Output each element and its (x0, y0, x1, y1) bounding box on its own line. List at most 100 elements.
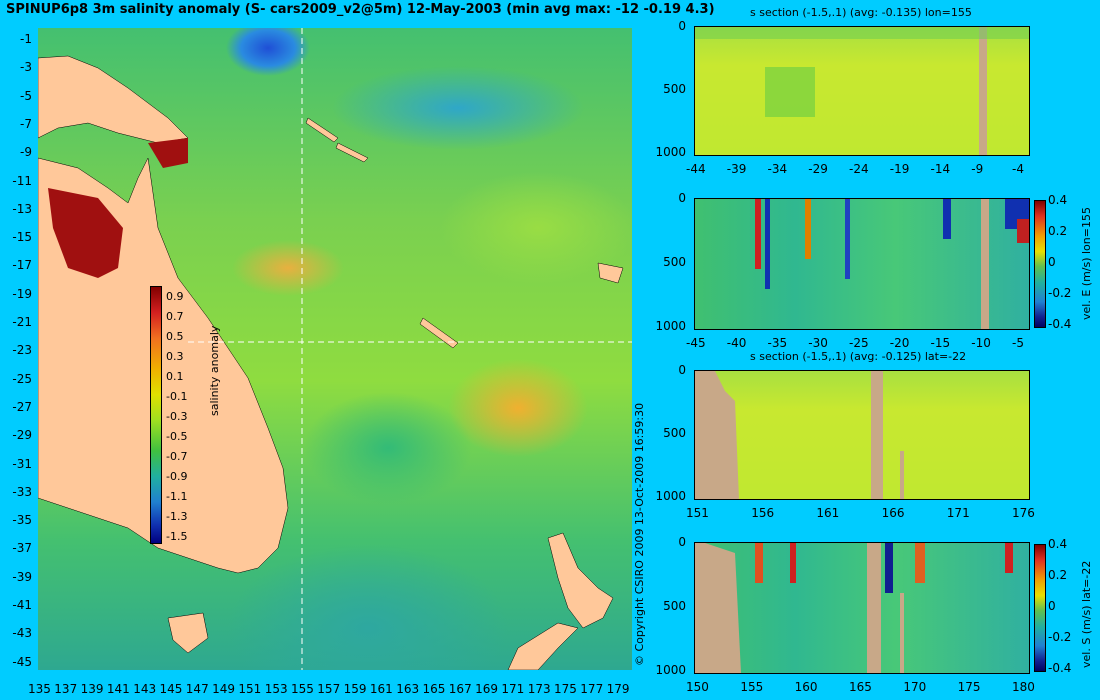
map-y-tick: -35 (12, 513, 32, 528)
tick-label: 500 (663, 255, 686, 269)
panel4-colorbar-ticks: 0.4 0.2 0 -0.2 -0.4 (1048, 537, 1078, 675)
tick-label: -0.2 (1048, 630, 1072, 644)
map-y-tick: -3 (20, 60, 32, 75)
map-y-tick: -31 (12, 456, 32, 471)
map-y-tick: -1 (20, 32, 32, 46)
panel2-colorbar (1034, 200, 1046, 328)
map-colorbar-tick: 0.5 (166, 330, 184, 343)
tick-label: 156 (751, 506, 775, 520)
panel2-x-axis: -45 -40 -35 -30 -25 -20 -15 -10 -5 (686, 336, 1028, 350)
tick-label: 0.4 (1048, 193, 1068, 207)
panel4-colorbar (1034, 544, 1046, 672)
map-x-tick: 145 (159, 682, 183, 696)
tick-label: 165 (849, 680, 872, 694)
map-colorbar-tick: 0.9 (166, 290, 184, 303)
map-x-tick: 179 (606, 682, 630, 696)
map-x-tick: 135 (28, 682, 51, 696)
map-colorbar-tick: -1.5 (166, 530, 188, 543)
tick-label: 0 (678, 535, 686, 549)
map-y-tick: -25 (12, 371, 32, 386)
map-x-tick: 143 (133, 682, 157, 696)
tick-label: 0.2 (1048, 568, 1068, 582)
map-colorbar-tick: -1.3 (166, 510, 188, 523)
tick-label: -25 (849, 336, 869, 350)
map-x-tick: 163 (396, 682, 420, 696)
tick-label: -5 (1012, 336, 1024, 350)
map-y-tick: -39 (12, 569, 32, 584)
tick-label: 161 (816, 506, 840, 520)
tick-label: 0 (678, 191, 686, 205)
land-png (38, 55, 189, 144)
map-x-tick: 151 (238, 682, 262, 696)
tick-label: -45 (686, 336, 706, 350)
map-x-tick: 177 (580, 682, 604, 696)
tick-label: 1000 (655, 663, 686, 677)
panel3-x-axis: 151 156 161 166 171 176 (686, 506, 1035, 520)
panel4-colorbar-label: vel. S (m/s) lat=-22 (1080, 560, 1093, 668)
map-y-tick: -7 (20, 116, 32, 131)
panel2-colorbar-ticks: 0.4 0.2 0 -0.2 -0.4 (1048, 193, 1078, 331)
map-overlay (38, 28, 632, 670)
map-colorbar-tick: 0.1 (166, 370, 184, 383)
tick-label: -19 (889, 162, 910, 176)
map-y-tick: -13 (12, 201, 32, 216)
map-y-tick: -41 (12, 598, 32, 612)
map-y-tick: -23 (12, 343, 32, 358)
panel3-title: s section (-1.5,.1) (avg: -0.125) lat=-2… (750, 350, 967, 363)
map-colorbar-tick: -0.9 (166, 470, 188, 483)
panel1-y-axis: 0 500 1000 (650, 19, 690, 159)
tick-label: -39 (726, 162, 747, 176)
map-x-tick: 161 (369, 682, 393, 696)
tick-label: -4 (1012, 162, 1024, 176)
tick-label: 500 (663, 599, 686, 613)
map-colorbar-tick: -0.3 (166, 410, 188, 423)
tick-label: 1000 (655, 145, 686, 159)
map-y-tick: -9 (20, 145, 32, 160)
gulf-anomaly (48, 188, 123, 278)
tick-label: -0.4 (1048, 317, 1072, 331)
tick-label: -0.4 (1048, 661, 1072, 675)
map-y-tick: -33 (12, 484, 32, 499)
map-y-tick: -11 (12, 173, 32, 188)
tick-label: 170 (903, 680, 927, 694)
tick-label: 176 (1012, 506, 1035, 520)
land-nz-south (507, 622, 579, 670)
map-y-tick: -45 (12, 654, 32, 669)
panel4-x-axis: 150 155 160 165 170 175 180 (686, 680, 1035, 694)
panel2-colorbar-label: vel. E (m/s) lon=155 (1080, 207, 1093, 320)
tick-label: -34 (767, 162, 788, 176)
tick-label: -40 (726, 336, 747, 350)
map-x-tick: 149 (212, 682, 235, 696)
tick-label: -10 (971, 336, 991, 350)
tick-label: 166 (881, 506, 905, 520)
section-panel-4 (694, 542, 1030, 674)
map-y-tick: -27 (12, 399, 32, 414)
map-x-tick: 159 (343, 682, 367, 696)
tick-label: 500 (663, 426, 686, 440)
map-x-tick: 167 (448, 682, 472, 696)
map-colorbar-tick: -1.1 (166, 490, 188, 503)
png-anomaly (148, 138, 188, 168)
map-x-tick: 169 (475, 682, 498, 696)
tick-label: -0.2 (1048, 286, 1072, 300)
land-new-caledonia (419, 317, 459, 349)
map-y-tick: -17 (12, 258, 32, 273)
map-x-tick: 137 (54, 682, 78, 696)
map-y-tick: -5 (20, 88, 32, 103)
map-colorbar-gradient (150, 286, 162, 544)
map-x-tick: 139 (80, 682, 104, 696)
tick-label: 175 (957, 680, 981, 694)
map-x-axis: 135 137 139 141 143 145 147 149 151 153 155 157 159 1… (28, 682, 632, 698)
map-y-tick: -29 (12, 428, 32, 443)
panel1-title: s section (-1.5,.1) (avg: -0.135) lon=15… (750, 6, 972, 19)
land-fiji (597, 262, 624, 284)
land-tasmania (167, 612, 209, 654)
tick-label: 0.4 (1048, 537, 1068, 551)
map-x-tick: 171 (501, 682, 525, 696)
tick-label: 0.2 (1048, 224, 1068, 238)
land-nz-north (547, 532, 614, 629)
figure-title: SPINUP6p8 3m salinity anomaly (S- cars20… (6, 2, 715, 17)
map-x-tick: 141 (106, 682, 130, 696)
map-y-tick: -15 (12, 230, 32, 245)
map-colorbar-tick: 0.3 (166, 350, 184, 363)
